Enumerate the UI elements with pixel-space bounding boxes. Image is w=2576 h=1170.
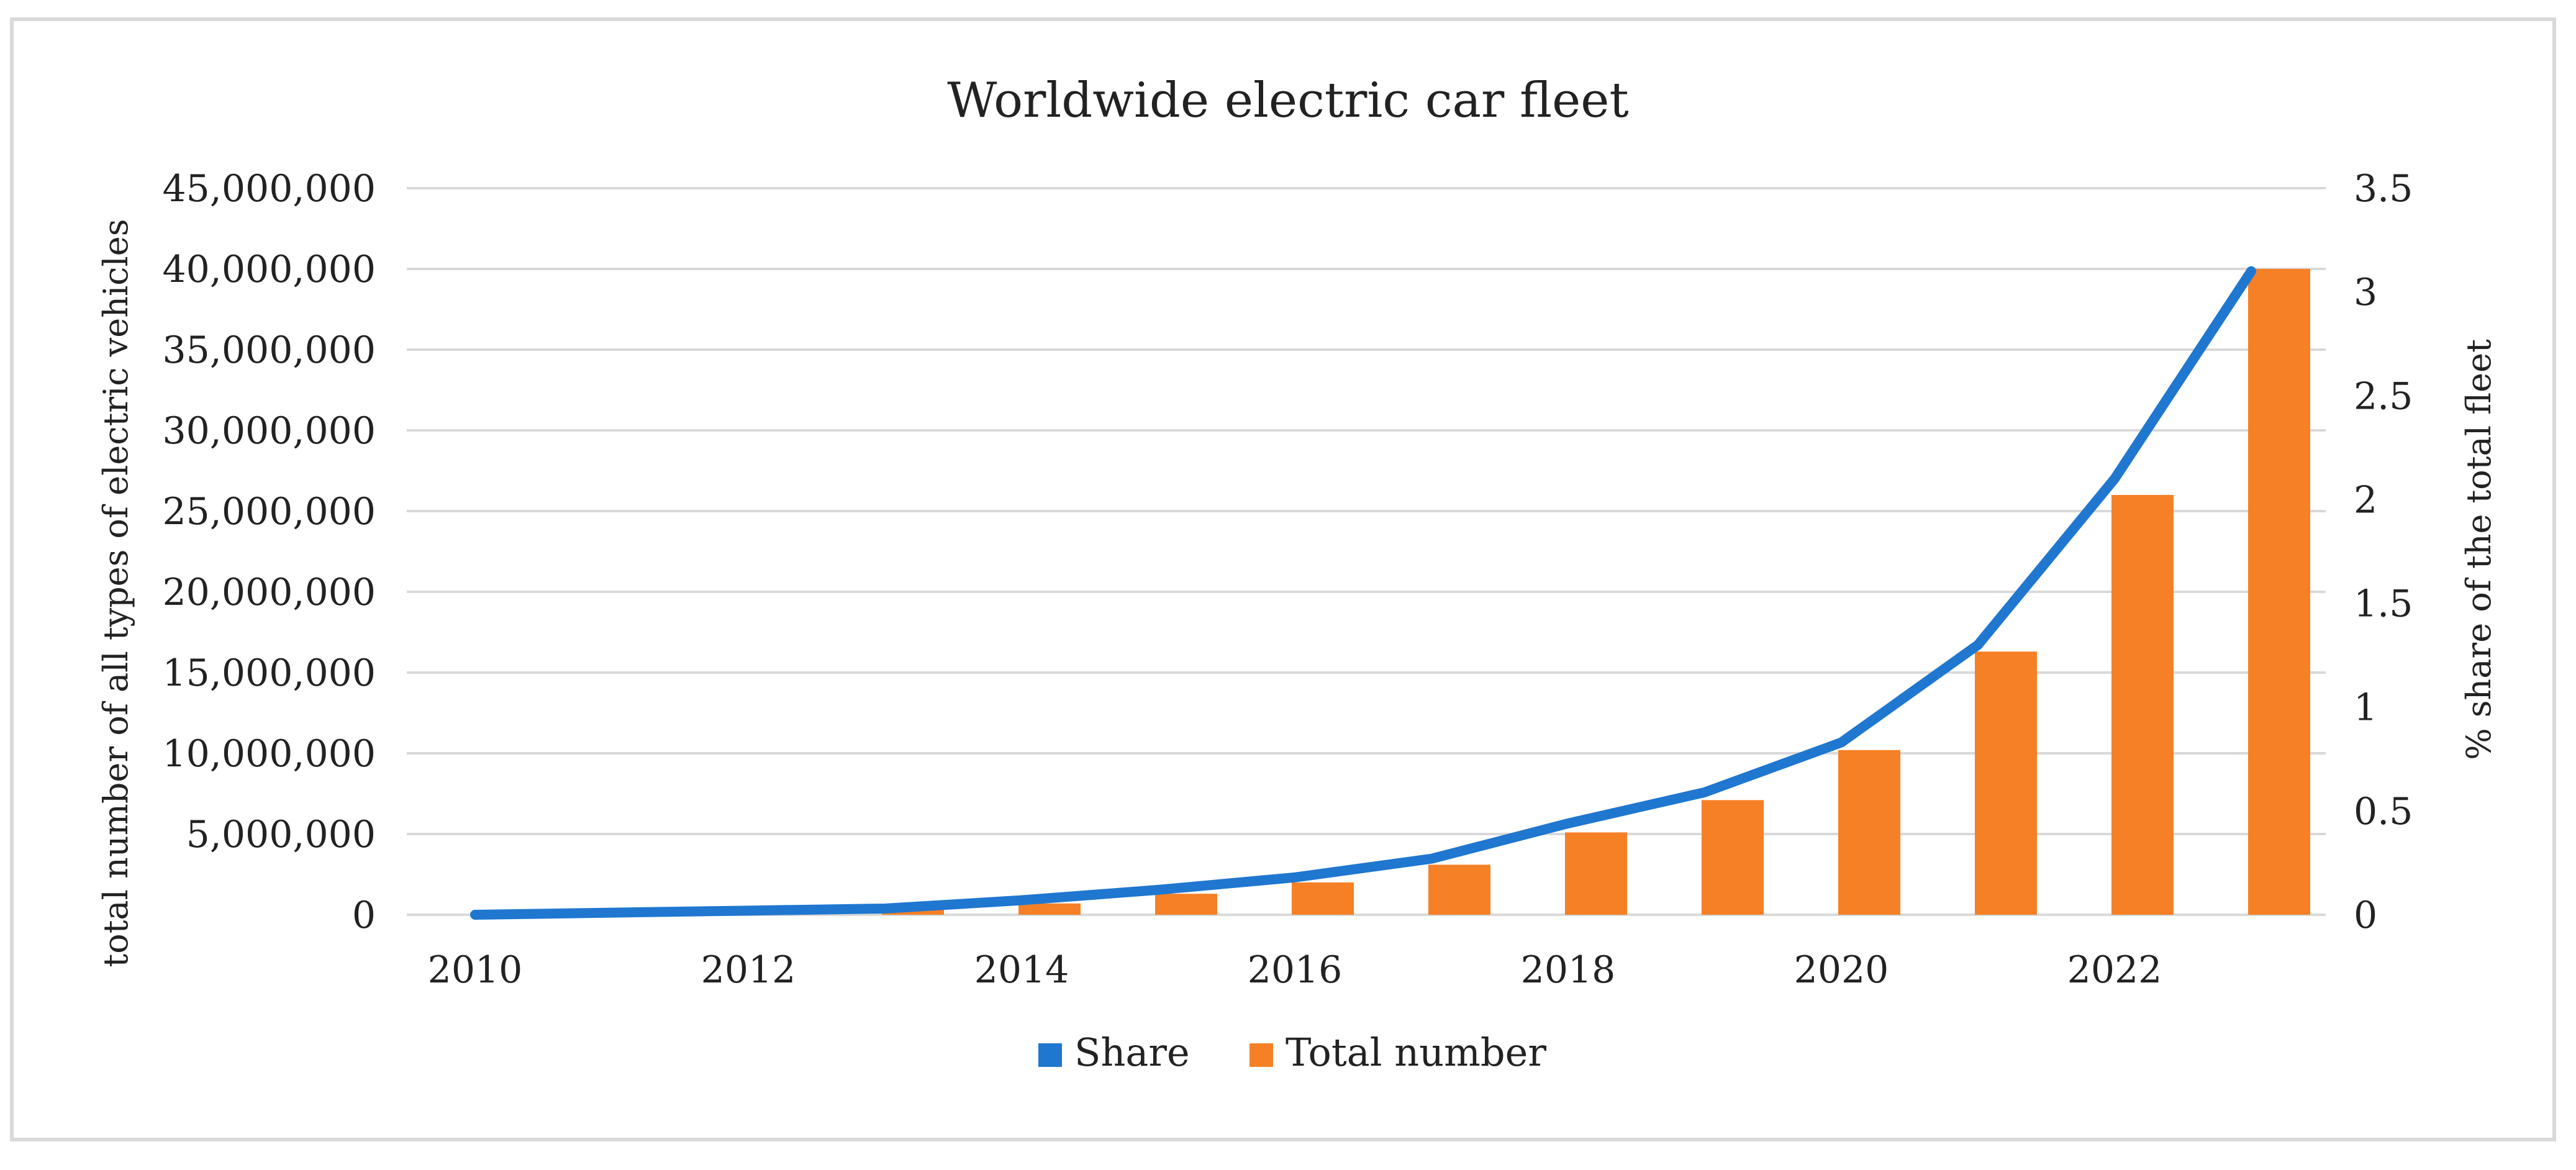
y-tick-label: 5,000,000 xyxy=(186,813,376,856)
bar xyxy=(1565,832,1627,915)
y2-tick-label: 0 xyxy=(2354,894,2377,937)
bar xyxy=(2111,495,2174,915)
left-axis-ticks: 0 5,000,000 10,000,000 15,000,000 20,000,000… xyxy=(162,167,376,937)
legend-swatch-total xyxy=(1249,1043,1273,1067)
y-tick-label: 45,000,000 xyxy=(162,167,376,211)
x-axis-ticks: 2010 2012 2014 2016 2018 2020 2022 xyxy=(428,948,2162,992)
x-tick-label: 2012 xyxy=(701,948,796,992)
y2-tick-label: 3 xyxy=(2354,271,2377,314)
y-tick-label: 10,000,000 xyxy=(162,732,376,776)
y2-tick-label: 2 xyxy=(2354,478,2377,522)
y2-tick-label: 0.5 xyxy=(2354,790,2413,833)
y2-tick-label: 1 xyxy=(2354,686,2377,730)
legend-label-total: Total number xyxy=(1286,1030,1546,1075)
bar xyxy=(1428,864,1490,915)
bar xyxy=(1975,651,2037,915)
bar xyxy=(1292,882,1354,915)
y2-axis-title: % share of the total fleet xyxy=(2459,339,2498,760)
y2-tick-label: 2.5 xyxy=(2354,374,2413,418)
bar xyxy=(1838,750,1900,915)
bar xyxy=(2248,269,2310,915)
x-tick-label: 2018 xyxy=(1521,948,1616,992)
y-tick-label: 25,000,000 xyxy=(162,490,376,533)
legend-label-share: Share xyxy=(1074,1030,1190,1075)
y-tick-label: 0 xyxy=(352,894,376,937)
bar-series xyxy=(472,269,2310,915)
bar xyxy=(1155,894,1217,915)
bar xyxy=(1018,903,1081,915)
y-tick-label: 30,000,000 xyxy=(162,409,376,453)
y2-tick-label: 3.5 xyxy=(2354,167,2413,211)
gridlines xyxy=(407,187,2326,916)
y2-tick-label: 1.5 xyxy=(2354,583,2413,626)
share-line xyxy=(470,266,2256,920)
x-tick-label: 2010 xyxy=(428,948,523,992)
y-tick-label: 20,000,000 xyxy=(162,571,376,614)
y-tick-label: 35,000,000 xyxy=(162,329,376,372)
bar xyxy=(1702,800,1764,915)
x-tick-label: 2020 xyxy=(1794,948,1889,992)
legend-swatch-share xyxy=(1038,1043,1062,1067)
y-tick-label: 40,000,000 xyxy=(162,248,376,291)
right-axis-ticks: 0 0.5 1 1.5 2 2.5 3 3.5 xyxy=(2354,167,2413,937)
line-series xyxy=(470,266,2256,920)
y-tick-label: 15,000,000 xyxy=(162,651,376,695)
legend: Share Total number xyxy=(1038,1030,1546,1075)
chart-title: Worldwide electric car fleet xyxy=(947,73,1629,129)
x-tick-label: 2014 xyxy=(974,948,1069,992)
x-tick-label: 2016 xyxy=(1248,948,1343,992)
y-axis-title: total number of all types of electric ve… xyxy=(96,219,135,968)
bar xyxy=(882,909,944,915)
x-tick-label: 2022 xyxy=(2067,948,2162,992)
